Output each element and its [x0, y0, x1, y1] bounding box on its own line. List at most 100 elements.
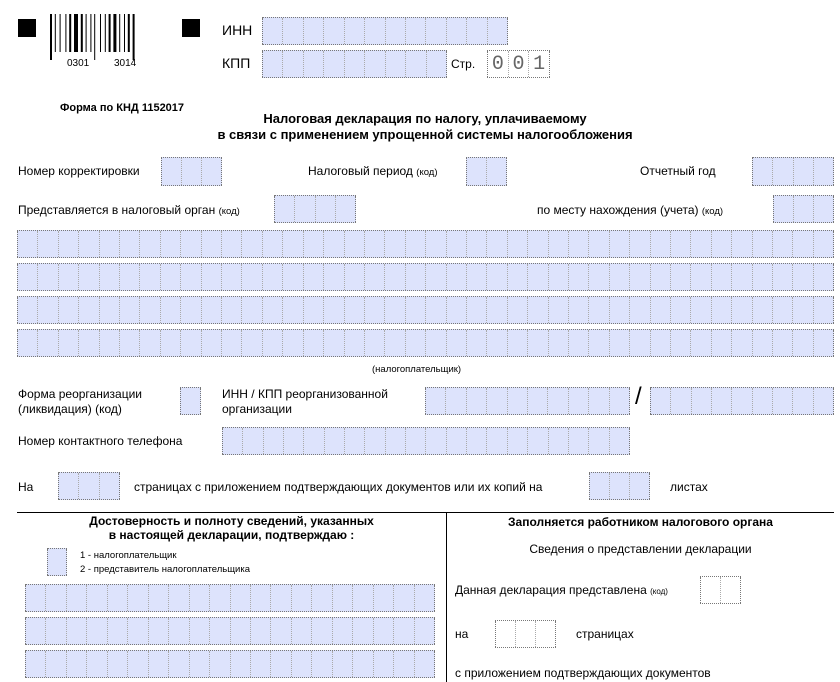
char-cell[interactable]	[37, 297, 57, 323]
char-cell[interactable]	[413, 618, 436, 644]
char-cell[interactable]	[567, 330, 588, 356]
char-cell[interactable]	[283, 428, 303, 454]
char-cell[interactable]	[425, 388, 445, 414]
char-cell[interactable]	[670, 231, 690, 257]
char-cell[interactable]	[98, 330, 119, 356]
char-cell[interactable]	[180, 330, 200, 356]
char-cell[interactable]	[670, 264, 690, 290]
char-cell[interactable]	[282, 330, 302, 356]
signer-type-field[interactable]	[47, 548, 67, 576]
char-cell[interactable]	[302, 18, 323, 44]
char-cell[interactable]	[445, 297, 466, 323]
char-cell[interactable]	[343, 264, 364, 290]
char-cell[interactable]	[772, 231, 792, 257]
char-cell[interactable]	[567, 264, 588, 290]
char-cell[interactable]	[773, 196, 793, 222]
char-cell[interactable]	[535, 621, 556, 647]
char-cell[interactable]	[241, 330, 261, 356]
char-cell[interactable]	[181, 158, 201, 185]
char-cell[interactable]	[466, 428, 486, 454]
char-cell[interactable]	[710, 388, 731, 414]
char-cell[interactable]	[262, 18, 282, 44]
char-cell[interactable]	[127, 618, 147, 644]
char-cell[interactable]	[139, 231, 159, 257]
char-cell[interactable]	[209, 585, 229, 611]
char-cell[interactable]	[731, 330, 751, 356]
char-cell[interactable]	[445, 428, 466, 454]
char-cell[interactable]	[159, 231, 180, 257]
char-cell[interactable]	[812, 330, 835, 356]
char-cell[interactable]	[404, 231, 425, 257]
char-cell[interactable]	[302, 231, 323, 257]
char-cell[interactable]	[413, 585, 436, 611]
char-cell[interactable]	[331, 618, 352, 644]
char-cell[interactable]	[303, 428, 323, 454]
char-cell[interactable]	[567, 297, 588, 323]
char-cell[interactable]	[690, 231, 710, 257]
char-cell[interactable]	[25, 585, 45, 611]
char-cell[interactable]	[302, 51, 323, 77]
char-cell[interactable]	[690, 388, 711, 414]
char-cell[interactable]	[690, 264, 710, 290]
char-cell[interactable]	[363, 297, 384, 323]
char-cell[interactable]	[608, 231, 629, 257]
char-cell[interactable]	[364, 428, 384, 454]
char-cell[interactable]	[98, 473, 120, 499]
char-cell[interactable]	[751, 297, 772, 323]
char-cell[interactable]	[98, 231, 119, 257]
char-cell[interactable]	[139, 297, 159, 323]
char-cell[interactable]	[372, 618, 393, 644]
char-cell[interactable]	[812, 388, 834, 414]
char-cell[interactable]	[413, 651, 436, 677]
char-cell[interactable]	[57, 297, 78, 323]
char-cell[interactable]	[527, 388, 547, 414]
char-cell[interactable]	[188, 585, 209, 611]
char-cell[interactable]	[161, 158, 181, 185]
char-cell[interactable]	[323, 428, 344, 454]
char-cell[interactable]	[506, 231, 527, 257]
char-cell[interactable]	[180, 388, 201, 414]
char-cell[interactable]	[771, 388, 792, 414]
char-cell[interactable]	[331, 585, 352, 611]
char-cell[interactable]	[792, 330, 812, 356]
char-cell[interactable]	[486, 231, 506, 257]
char-cell[interactable]	[547, 297, 568, 323]
char-cell[interactable]	[168, 651, 188, 677]
char-cell[interactable]	[343, 51, 364, 77]
char-cell[interactable]	[78, 473, 98, 499]
sheets-count-field[interactable]	[589, 472, 650, 500]
char-cell[interactable]	[343, 330, 364, 356]
char-cell[interactable]	[445, 264, 466, 290]
char-cell[interactable]	[670, 330, 690, 356]
char-cell[interactable]	[180, 231, 200, 257]
char-cell[interactable]	[393, 585, 413, 611]
char-cell[interactable]	[261, 231, 282, 257]
char-cell[interactable]	[506, 264, 527, 290]
reorg-kpp-field[interactable]	[650, 387, 834, 415]
char-cell[interactable]	[352, 618, 372, 644]
char-cell[interactable]	[37, 264, 57, 290]
char-cell[interactable]	[229, 618, 250, 644]
char-cell[interactable]	[547, 330, 568, 356]
char-cell[interactable]	[465, 297, 486, 323]
char-cell[interactable]	[57, 264, 78, 290]
char-cell[interactable]	[311, 585, 331, 611]
char-cell[interactable]	[812, 231, 835, 257]
char-cell[interactable]	[282, 297, 302, 323]
reorg-form-field[interactable]	[180, 387, 201, 415]
char-cell[interactable]	[710, 264, 731, 290]
char-cell[interactable]	[119, 264, 139, 290]
char-cell[interactable]	[78, 231, 98, 257]
char-cell[interactable]	[311, 618, 331, 644]
char-cell[interactable]	[792, 297, 812, 323]
char-cell[interactable]	[608, 388, 631, 414]
char-cell[interactable]	[445, 330, 466, 356]
char-cell[interactable]	[331, 651, 352, 677]
char-cell[interactable]	[270, 651, 290, 677]
char-cell[interactable]	[506, 388, 527, 414]
char-cell[interactable]	[527, 428, 547, 454]
char-cell[interactable]	[731, 388, 751, 414]
char-cell[interactable]	[37, 330, 57, 356]
char-cell[interactable]	[262, 428, 283, 454]
char-cell[interactable]	[106, 585, 127, 611]
